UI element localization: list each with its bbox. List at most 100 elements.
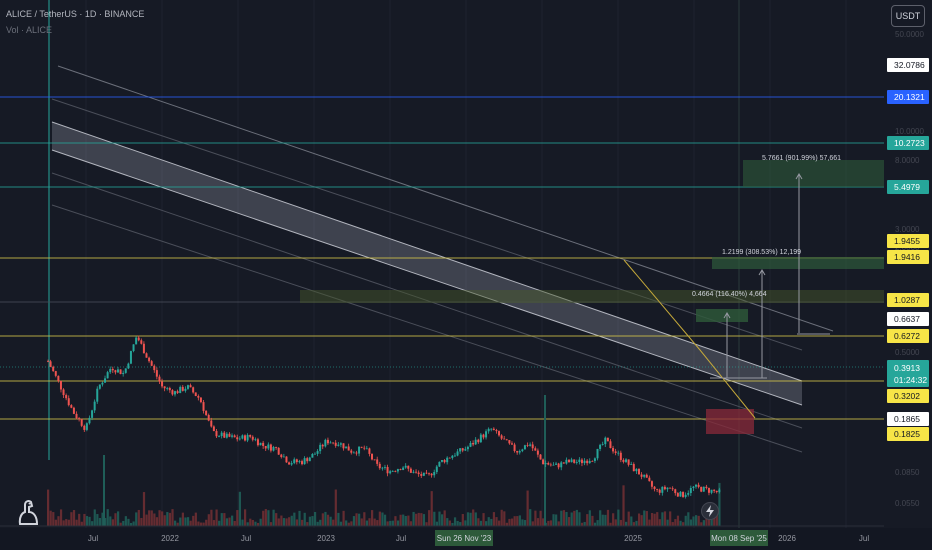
candle-body	[373, 459, 376, 461]
volume-bar	[127, 518, 130, 526]
candle-body	[498, 431, 501, 436]
volume-bar	[358, 513, 361, 526]
candle-body	[85, 423, 88, 430]
candle-body	[47, 361, 49, 363]
candle-body	[407, 465, 410, 469]
volume-bar	[674, 519, 677, 526]
volume-bar	[72, 510, 76, 526]
candle-body	[145, 353, 148, 358]
candle-body	[321, 444, 324, 447]
candle-body	[591, 461, 594, 462]
target-arrowhead-2	[758, 269, 766, 276]
candle-body	[319, 444, 322, 452]
volume-bar	[477, 518, 480, 526]
tradingview-logo-icon[interactable]	[16, 497, 42, 527]
volume-bar	[578, 512, 581, 526]
candle-body	[523, 445, 526, 450]
candle-body	[262, 442, 265, 446]
volume-bar	[487, 517, 490, 526]
candle-body	[676, 493, 679, 497]
volume-bar	[324, 511, 327, 526]
candle-body	[593, 458, 596, 462]
volume-bar	[272, 509, 275, 526]
candle-body	[539, 454, 542, 460]
volume-bar	[536, 518, 540, 526]
candle-body	[215, 431, 218, 437]
currency-button[interactable]: USDT	[891, 5, 925, 27]
volume-bar	[306, 522, 309, 526]
candle-body	[573, 459, 576, 463]
candle-body	[233, 435, 236, 438]
candle-body	[285, 456, 288, 463]
candle-body	[542, 459, 545, 465]
volume-bar	[386, 521, 389, 526]
candle-body	[212, 426, 215, 432]
candle-body	[510, 443, 513, 445]
candle-body	[67, 398, 70, 406]
price-level-label	[887, 250, 929, 264]
volume-bar	[78, 513, 81, 526]
volume-bar	[451, 522, 454, 526]
volume-bar	[246, 522, 249, 526]
candle-body	[91, 410, 94, 418]
volume-bar	[453, 517, 457, 526]
candle-body	[223, 432, 226, 438]
candle-body	[472, 442, 475, 445]
volume-bar	[238, 491, 242, 526]
candle-body	[448, 457, 451, 459]
volume-bar	[83, 513, 86, 526]
volume-bar	[472, 509, 475, 526]
volume-bar	[295, 519, 299, 526]
volume-bar	[521, 519, 524, 526]
candle-body	[202, 402, 205, 411]
volume-bar	[241, 519, 244, 526]
volume-bar	[202, 522, 205, 526]
candle-body	[332, 442, 335, 444]
candle-body	[129, 351, 132, 364]
volume-bar	[186, 517, 190, 526]
volume-bar	[342, 510, 345, 526]
candle-body	[205, 410, 208, 415]
volume-bar	[140, 517, 143, 526]
price-level-label	[887, 180, 929, 194]
volume-bar	[275, 513, 278, 526]
candle-body	[661, 486, 664, 493]
candle-body	[360, 446, 363, 448]
volume-bar	[492, 512, 496, 526]
candle-body	[674, 489, 677, 494]
volume-bar	[389, 520, 392, 526]
candle-body	[308, 457, 311, 462]
volume-bar	[593, 522, 597, 526]
volume-bar	[137, 509, 140, 526]
channel-lower-line	[51, 204, 803, 453]
regression-channels	[51, 65, 834, 453]
volume-bar	[228, 517, 231, 526]
candle-body	[705, 486, 708, 489]
lightning-icon[interactable]	[701, 502, 719, 520]
price-level-text: 20.1321	[894, 92, 925, 102]
channel-upper-line	[57, 65, 834, 332]
candle-body	[495, 430, 498, 432]
candle-body	[355, 452, 358, 454]
candle-body	[275, 446, 278, 448]
candle-body	[531, 444, 534, 449]
target-zone-1	[696, 309, 748, 322]
volume-bar	[88, 516, 91, 526]
candle-body	[617, 452, 620, 454]
candle-body	[451, 455, 454, 458]
candle-body	[637, 468, 640, 475]
candle-body	[140, 340, 143, 344]
volume-bar	[49, 510, 52, 526]
candle-body	[567, 459, 570, 463]
volume-bar	[220, 513, 223, 526]
candle-body	[334, 442, 337, 446]
candle-body	[280, 454, 283, 458]
volume-bar	[428, 510, 431, 526]
volume-bar	[430, 491, 433, 526]
volume-bar	[96, 514, 99, 526]
candle-body	[65, 395, 68, 399]
volume-bar	[495, 517, 498, 526]
candle-body	[417, 472, 420, 475]
candle-body	[619, 452, 622, 460]
